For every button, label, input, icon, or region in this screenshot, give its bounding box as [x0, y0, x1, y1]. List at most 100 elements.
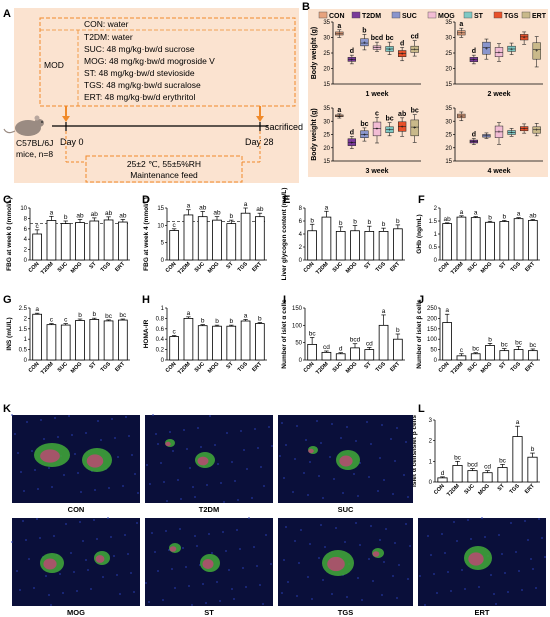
significance-letter: b — [531, 446, 535, 453]
box-mean: + — [535, 128, 538, 134]
significance-letter: a — [244, 201, 248, 208]
x-tick-label: TGS — [100, 261, 112, 273]
nuclei-dot — [335, 527, 337, 529]
islet-red — [40, 449, 60, 463]
y-tick-label: 10 — [157, 223, 164, 229]
y-tick-label: 15 — [445, 82, 452, 88]
y-axis-label: FBG at week 4 (mmol/L) — [143, 197, 150, 271]
bar-suc — [197, 325, 208, 361]
islet-red — [197, 456, 209, 466]
islet-red — [372, 551, 380, 557]
y-tick-label: 0 — [434, 258, 438, 264]
nuclei-dot — [157, 570, 159, 572]
panel-k-letter: K — [3, 403, 11, 415]
y-tick-label: 50 — [295, 341, 302, 347]
nuclei-dot — [527, 539, 529, 541]
y-axis-label: Number of islet α cells — [281, 299, 288, 369]
x-tick-label: T2DM — [315, 361, 330, 376]
nuclei-dot — [357, 495, 359, 497]
nuclei-dot — [333, 478, 335, 480]
nuclei-dot — [100, 439, 102, 441]
x-tick-label: CON — [303, 361, 316, 374]
x-tick-label: CON — [28, 361, 41, 374]
y-tick-label: 3 — [429, 418, 433, 424]
nuclei-dot — [231, 461, 233, 463]
y-tick-label: 25 — [323, 51, 330, 57]
significance-letter: bc — [385, 116, 393, 123]
nuclei-dot — [392, 575, 394, 577]
nuclei-dot — [157, 443, 159, 445]
bar-ert — [118, 221, 128, 261]
x-tick-label: ERT — [114, 261, 126, 273]
y-tick-label: 2.5 — [19, 306, 28, 312]
micrograph-label-t2dm: T2DM — [199, 505, 219, 514]
y-tick-label: 4 — [299, 232, 303, 238]
nuclei-dot — [243, 449, 245, 451]
bar-tgs — [512, 436, 523, 483]
micrograph-mog — [12, 518, 140, 606]
nuclei-dot — [231, 588, 233, 590]
x-tick-label: TGS — [100, 361, 112, 373]
nuclei-dot — [424, 604, 426, 606]
islet-red — [86, 454, 104, 468]
x-tick-label: MOG — [207, 361, 221, 375]
nuclei-dot — [379, 539, 381, 541]
nuclei-dot — [394, 460, 396, 462]
bar-chart-liver-glycogen: E 0 2 4 6 8 Liver glycogen content (mg/L) b CON a… — [281, 188, 405, 280]
significance-letter: ab — [76, 212, 84, 219]
bar-mog — [485, 345, 495, 361]
bar-con — [169, 336, 179, 361]
nuclei-dot — [259, 584, 261, 586]
nuclei-dot — [316, 420, 318, 422]
nuclei-dot — [344, 541, 346, 543]
bar-tgs — [513, 349, 524, 361]
panel-letter: C — [3, 194, 11, 206]
bar-mog — [75, 222, 85, 261]
nuclei-dot — [108, 487, 110, 489]
nuclei-dot — [169, 431, 171, 433]
panel-b-background — [308, 9, 548, 177]
significance-letter: d — [350, 48, 354, 55]
x-tick-label: CON — [433, 483, 446, 496]
nuclei-dot — [62, 592, 64, 594]
nuclei-dot — [405, 523, 407, 525]
y-axis-label: Body weight (g) — [311, 108, 318, 161]
nuclei-dot — [205, 602, 207, 604]
y-tick-label: 4 — [24, 237, 28, 243]
mod-line-1: SUC: 48 mg/kg·bw/d sucrose — [84, 44, 195, 54]
bar-t2dm — [183, 214, 194, 261]
bar-mog — [350, 347, 360, 361]
chart-title: 2 week — [488, 91, 511, 98]
nuclei-dot — [154, 551, 156, 553]
nuclei-dot — [111, 418, 113, 420]
x-tick-label: MOG — [207, 261, 221, 275]
x-tick-label: SUC — [57, 361, 69, 373]
nuclei-dot — [209, 415, 211, 417]
y-tick-label: 0 — [24, 358, 28, 364]
x-tick-label: SUC — [57, 261, 69, 273]
significance-letter: a — [244, 312, 248, 319]
x-tick-label: ERT — [389, 261, 401, 273]
y-tick-label: 0.4 — [156, 337, 165, 343]
nuclei-dot — [211, 552, 213, 554]
nuclei-dot — [59, 573, 61, 575]
significance-letter: a — [382, 308, 386, 315]
bar-suc — [335, 353, 346, 361]
nuclei-dot — [300, 529, 302, 531]
significance-letter: bc — [105, 313, 113, 320]
nuclei-dot — [281, 592, 283, 594]
significance-letter: d — [400, 40, 404, 47]
micrograph-label-st: ST — [204, 608, 214, 617]
x-tick-label: T2DM — [450, 261, 465, 276]
panel-letter: L — [418, 403, 425, 415]
nuclei-dot — [163, 481, 165, 483]
nuclei-dot — [160, 462, 162, 464]
nuclei-dot — [146, 464, 148, 466]
bar-chart-homa-ir: H 0 0.2 0.4 0.6 0.8 1 HOMA-IR c CON a T2DM b SUC b MOG b… — [142, 294, 267, 376]
panel-letter: E — [283, 194, 290, 206]
nuclei-dot — [398, 564, 400, 566]
x-tick-label: T2DM — [177, 361, 192, 376]
bar-tgs — [378, 230, 389, 261]
bar-chart-fbg-week0: C 0 2 4 6 8 10 FBG at week 0 (mmol/L) c CON a T2DM b… — [3, 194, 130, 276]
x-tick-label: TGS — [375, 361, 387, 373]
